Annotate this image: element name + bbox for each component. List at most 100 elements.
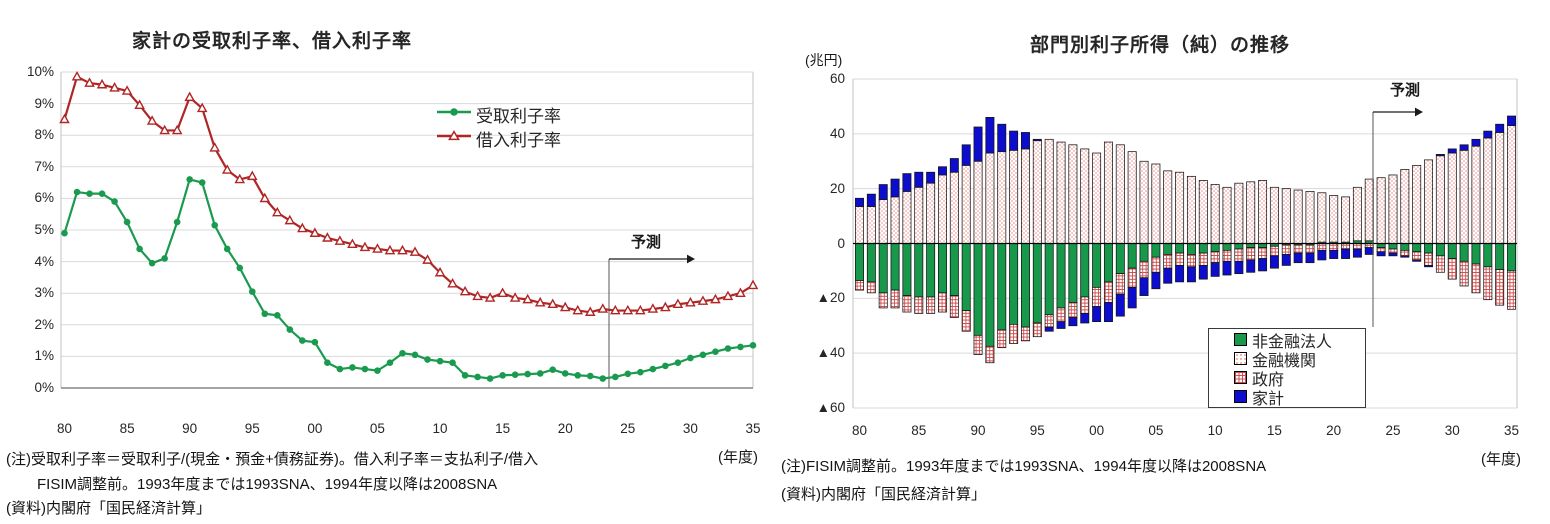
bar-segment-政府 (1056, 307, 1066, 323)
bar-segment-非金融法人 (1471, 243, 1481, 265)
data-point-marker (246, 170, 258, 181)
financial-swatch-icon (1234, 352, 1247, 365)
data-point-marker (737, 343, 744, 351)
bar-segment-金融機関 (1329, 195, 1339, 243)
bar-segment-非金融法人 (1483, 243, 1493, 268)
bar-segment-政府 (1412, 251, 1422, 261)
y-tick-label: 6% (34, 190, 54, 206)
x-tick-label: 80 (56, 421, 73, 436)
bar-segment-非金融法人 (1175, 243, 1185, 254)
bar-segment-政府 (961, 310, 971, 332)
y-tick-label: 7% (34, 158, 54, 174)
data-point-marker (272, 206, 283, 217)
bar-segment-政府 (1400, 249, 1410, 257)
bar-segment-家計 (1115, 293, 1125, 317)
y-tick-label: 9% (34, 95, 54, 111)
x-tick-label: 35 (745, 421, 761, 436)
data-point-marker (71, 70, 83, 81)
bar-segment-家計 (1246, 259, 1256, 273)
bar-segment-政府 (938, 292, 947, 313)
bar-segment-家計 (949, 158, 959, 173)
nonfinancial-swatch-icon (1234, 333, 1247, 346)
x-tick-label: 15 (495, 421, 511, 436)
bar-segment-家計 (1068, 317, 1078, 327)
bar-segment-家計 (1293, 252, 1303, 264)
x-tick-label: 35 (1504, 423, 1520, 438)
bar-segment-家計 (1020, 132, 1030, 150)
data-point-marker (599, 375, 607, 382)
data-point-marker (374, 367, 381, 374)
bar-segment-家計 (938, 166, 947, 176)
data-point-marker (322, 232, 333, 242)
data-point-marker (372, 243, 383, 253)
bar-segment-政府 (985, 345, 995, 364)
bar-segment-政府 (997, 329, 1007, 349)
bar-segment-政府 (1352, 243, 1362, 250)
bar-segment-金融機関 (1151, 163, 1161, 244)
bar-segment-家計 (855, 197, 864, 207)
x-tick-label: 95 (244, 421, 260, 436)
bar-segment-金融機関 (961, 164, 971, 244)
bar-segment-非金融法人 (961, 243, 971, 312)
data-point-marker (699, 351, 707, 359)
y-tick-label: ▲40 (816, 345, 845, 361)
bar-segment-家計 (1495, 123, 1505, 133)
data-point-marker (722, 290, 734, 301)
bar-segment-金融機関 (1281, 188, 1291, 244)
bar-segment-金融機関 (1175, 171, 1185, 244)
bar-segment-金融機関 (1068, 144, 1078, 244)
bar-segment-非金融法人 (1080, 243, 1090, 298)
bar-segment-金融機関 (1163, 170, 1173, 244)
data-point-marker (511, 371, 519, 379)
bar-segment-政府 (973, 334, 983, 355)
bar-segment-政府 (855, 280, 864, 291)
bar-segment-金融機関 (1400, 169, 1410, 244)
bar-segment-非金融法人 (1222, 243, 1232, 251)
bar-segment-政府 (1459, 260, 1469, 287)
bar-chart-canvas (852, 78, 1518, 409)
bar-segment-非金融法人 (1139, 243, 1149, 262)
series-line-借入利子率 (63, 75, 754, 314)
data-point-marker (159, 124, 170, 135)
data-point-marker (86, 190, 93, 197)
legend-label: 家計 (1252, 390, 1285, 408)
note-line: (注)FISIM調整前。1993年度までは1993SNA、1994年度以降は20… (781, 458, 1267, 475)
bar-segment-政府 (1341, 243, 1351, 250)
bar-segment-家計 (1175, 265, 1185, 283)
bar-segment-政府 (1258, 247, 1268, 259)
bar-segment-家計 (1032, 138, 1042, 142)
y-tick-label: 4% (34, 253, 54, 269)
y-tick-label: 2% (34, 316, 54, 332)
y-tick-label: 60 (829, 71, 845, 86)
data-point-marker (622, 304, 634, 315)
series-line-受取利子率 (63, 178, 754, 380)
bar-segment-非金融法人 (1020, 243, 1030, 328)
bar-segment-非金融法人 (1424, 243, 1434, 254)
bar-segment-非金融法人 (973, 243, 983, 336)
bar-segment-家計 (1103, 302, 1113, 323)
data-point-marker (171, 124, 183, 135)
bar-segment-家計 (1364, 247, 1374, 255)
x-tick-label: 30 (682, 421, 698, 436)
bar-segment-非金融法人 (866, 243, 876, 283)
bar-segment-金融機関 (1317, 192, 1327, 243)
bar-segment-金融機関 (1435, 155, 1445, 244)
data-point-marker (672, 298, 684, 309)
bar-segment-非金融法人 (855, 243, 864, 281)
bar-segment-金融機関 (1234, 182, 1244, 244)
bar-segment-家計 (1210, 262, 1220, 277)
data-point-marker (121, 85, 133, 95)
data-point-marker (547, 298, 558, 309)
bar-segment-政府 (1020, 326, 1030, 342)
bar-segment-政府 (1127, 267, 1137, 288)
bar-segment-政府 (1471, 263, 1481, 294)
bar-segment-家計 (1234, 260, 1244, 275)
sector-interest-income-chart: 部門別利子所得（純）の推移 (兆円) 非金融法人 金融機関 政府 家計 予測 (… (775, 0, 1550, 524)
data-point-marker (111, 198, 118, 205)
note-line: FISIM調整前。1993年度までは1993SNA、1994年度以降は2008S… (37, 476, 498, 493)
legend-item-received: 受取利子率 (436, 102, 561, 126)
data-point-marker (274, 312, 281, 319)
bar-segment-金融機関 (1447, 152, 1457, 244)
data-point-marker (411, 351, 419, 359)
